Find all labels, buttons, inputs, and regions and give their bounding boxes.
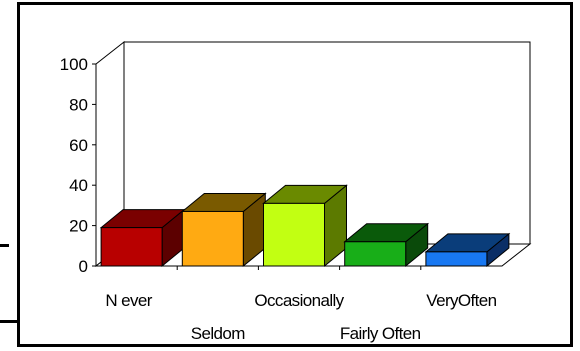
bar-never: [99, 208, 186, 268]
bar-front: [181, 210, 244, 267]
edge-mark: [0, 244, 9, 247]
y-tick-label: 20: [69, 217, 88, 236]
x-tick-label: Seldom: [191, 324, 245, 343]
edge-mark: [0, 320, 17, 323]
bar-occasionally: [262, 184, 348, 268]
bar-seldom: [180, 192, 267, 268]
bar-front: [425, 251, 488, 267]
y-tick-label: 100: [60, 55, 88, 74]
bar-front: [100, 227, 163, 267]
y-axis-ticks: 0 20 40 60 80 100: [60, 55, 422, 276]
bar-front: [263, 202, 325, 267]
y-tick-label: 80: [69, 95, 88, 114]
x-axis-labels: N ever Seldom Occasionally Fairly Often Very…: [105, 291, 497, 343]
x-tick-label: Occasionally: [254, 291, 344, 310]
y-tick-label: 60: [69, 136, 88, 155]
bars: [99, 184, 511, 268]
x-tick-label: VeryOften: [426, 291, 496, 310]
y-tick-label: 0: [79, 257, 88, 276]
bar-very-often: [424, 232, 511, 268]
x-tick-label: Fairly Often: [340, 324, 421, 343]
y-tick-label: 40: [69, 176, 88, 195]
bar-front: [344, 241, 407, 267]
bar-fairly-often: [343, 222, 430, 268]
x-tick-label: N ever: [105, 291, 152, 310]
